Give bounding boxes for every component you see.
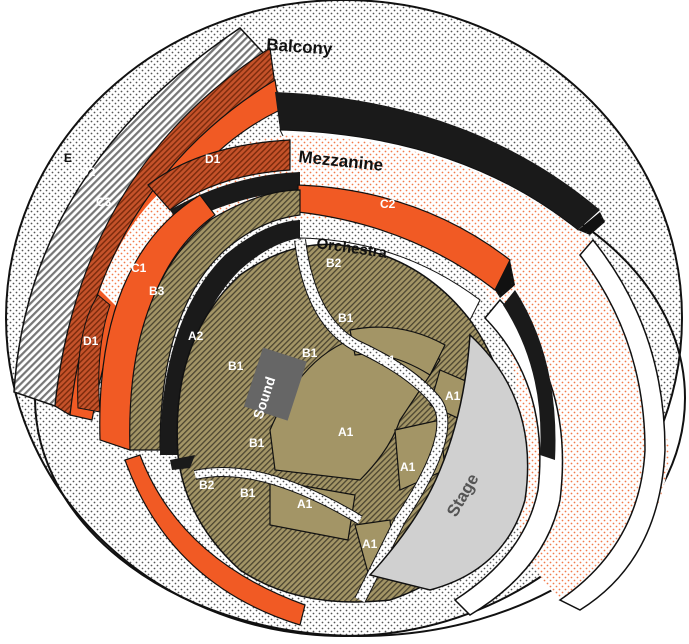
section-a1-bottom[interactable] [269,479,356,541]
section-b3[interactable] [129,189,301,451]
label-section-d1-mezz[interactable]: D1 [205,152,221,166]
orchestra-rail [160,220,300,455]
label-balcony: Balcony [266,35,334,59]
stage [368,333,529,591]
label-section-b2-top[interactable]: B2 [326,256,342,270]
aisle-diagonal-inner [295,239,448,603]
balcony-rail [275,92,600,230]
label-section-b1-lower[interactable]: B1 [249,436,265,450]
section-d1-left[interactable] [77,294,111,413]
label-section-a1-bottom[interactable]: A1 [297,497,313,511]
c2-mezz-edge [495,260,515,298]
sound-booth [243,347,307,421]
right-rail [503,290,556,460]
label-section-a1-top[interactable]: A1 [380,353,396,367]
balcony-rail-lower [578,212,605,235]
label-section-b2-left[interactable]: B2 [199,478,215,492]
label-section-b3[interactable]: B3 [149,284,165,298]
label-section-d1-left[interactable]: D1 [83,334,99,348]
right-walkway-2 [558,238,666,611]
label-section-b1-mid[interactable]: B1 [302,346,318,360]
label-section-a1-lower-right[interactable]: A1 [400,460,416,474]
label-section-a2[interactable]: A2 [188,329,204,343]
label-section-b1-top[interactable]: B1 [338,311,354,325]
section-d1-mezz[interactable] [147,139,291,211]
label-section-a1-right[interactable]: A1 [445,389,461,403]
label-section-c3[interactable]: C3 [96,195,112,209]
label-section-c2-mezz[interactable]: C2 [380,197,396,211]
label-section-b1-bottom[interactable]: B1 [240,486,256,500]
aisle-lower-inner [194,468,363,524]
label-section-a1-center[interactable]: A1 [338,425,354,439]
label-section-e[interactable]: E [64,151,72,165]
label-section-b1-left[interactable]: B1 [228,359,244,373]
label-section-d2[interactable]: D2 [80,165,96,179]
c2-bottom-rail [170,455,195,470]
section-c2-bottom[interactable] [124,454,306,626]
label-section-a1-front[interactable]: A1 [362,537,378,551]
label-section-c1[interactable]: C1 [131,261,147,275]
label-section-c2-bottom[interactable]: C2 [180,514,196,528]
